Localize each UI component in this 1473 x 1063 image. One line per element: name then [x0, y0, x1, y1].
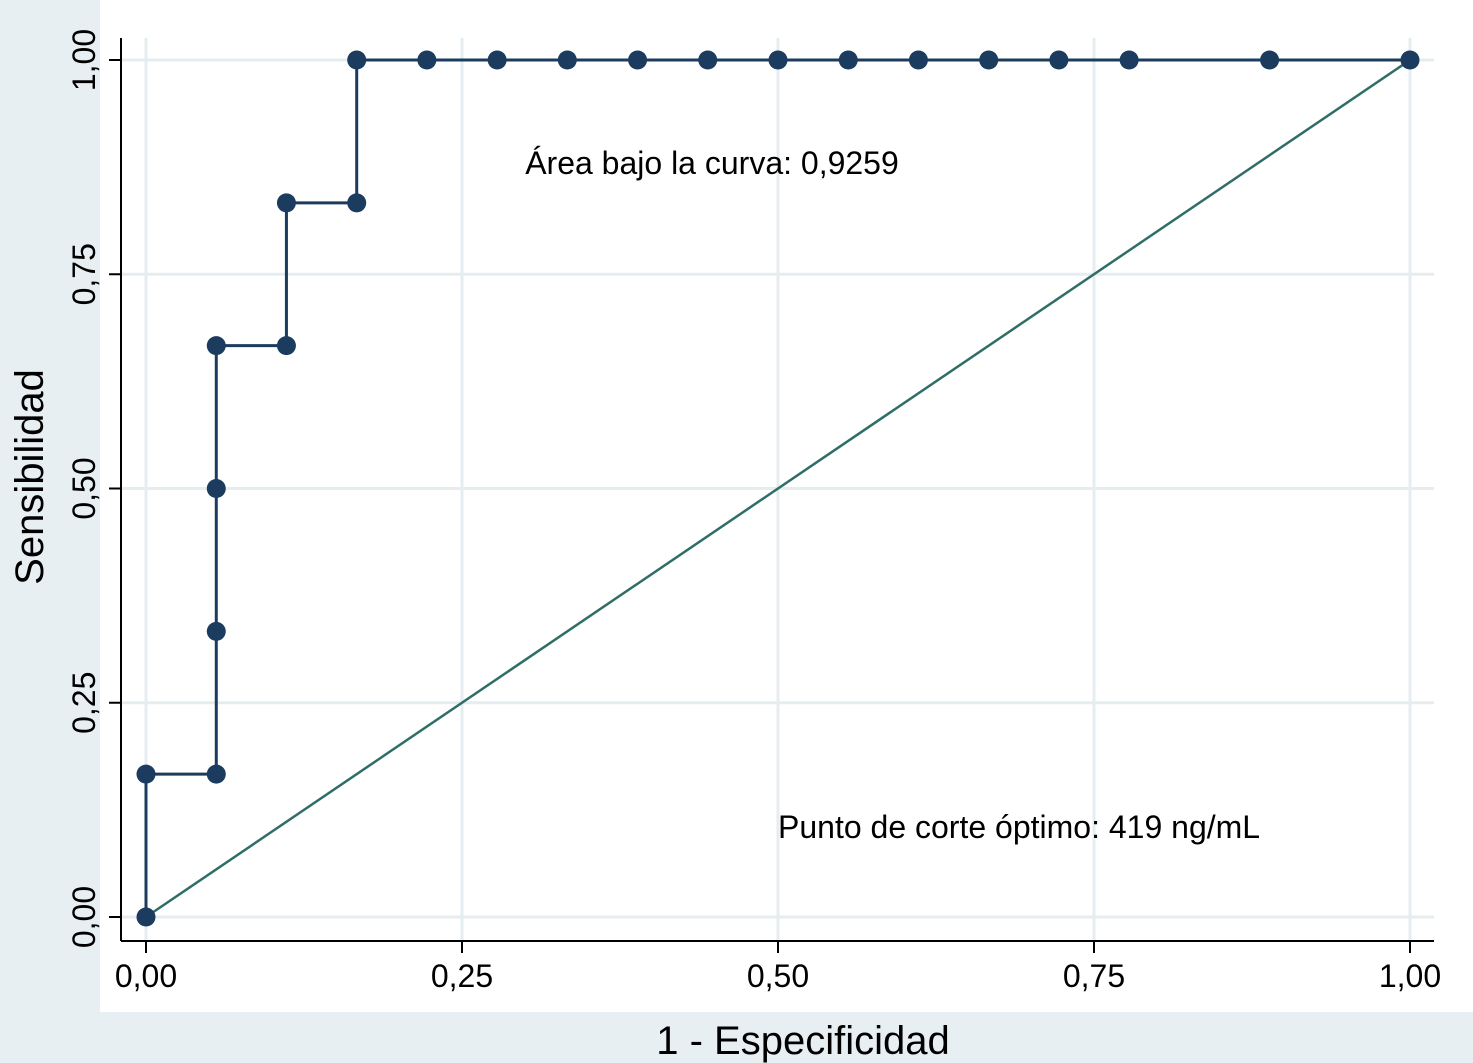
roc-point-8 [347, 193, 367, 213]
y-tick-label-0: 0,00 [66, 886, 102, 948]
roc-point-14 [698, 50, 718, 70]
x-tick-label-3: 0,75 [1063, 958, 1125, 994]
roc-point-10 [417, 50, 437, 70]
reference-line-layer [145, 58, 1411, 919]
roc-point-0 [136, 907, 156, 927]
annotation-auc: Área bajo la curva: 0,9259 [525, 145, 899, 181]
x-tick-label-0: 0,00 [115, 958, 177, 994]
y-tick-label-1: 0,25 [66, 672, 102, 734]
roc-point-3 [206, 621, 226, 641]
roc-point-22 [1400, 50, 1420, 70]
roc-point-21 [1260, 50, 1280, 70]
roc-point-20 [1119, 50, 1139, 70]
roc-point-15 [768, 50, 788, 70]
x-tick-label-4: 1,00 [1379, 958, 1441, 994]
roc-point-6 [276, 336, 296, 356]
roc-point-19 [1049, 50, 1069, 70]
y-tick-label-2: 0,50 [66, 457, 102, 519]
markers-layer [136, 50, 1420, 927]
plot-area [100, 0, 1473, 1012]
roc-point-1 [136, 764, 156, 784]
annotation-cutoff: Punto de corte óptimo: 419 ng/mL [778, 809, 1260, 845]
roc-point-13 [628, 50, 648, 70]
roc-point-2 [206, 764, 226, 784]
roc-point-17 [908, 50, 928, 70]
x-tick-label-2: 0,50 [747, 958, 809, 994]
tick-labels: 0,00 0,25 0,50 0,75 1,00 0,00 0,25 0,50 0,75 1,00 [66, 29, 1441, 994]
x-tick-label-1: 0,25 [431, 958, 493, 994]
y-tick-label-3: 0,75 [66, 243, 102, 305]
roc-point-16 [838, 50, 858, 70]
axes [109, 38, 1434, 953]
y-axis-label: Sensibilidad [8, 369, 52, 585]
roc-point-12 [557, 50, 577, 70]
roc-point-4 [206, 479, 226, 498]
reference-line [145, 58, 1411, 919]
x-axis-label: 1 - Especificidad [656, 1019, 949, 1063]
roc-point-11 [487, 50, 507, 70]
roc-point-5 [206, 336, 226, 356]
roc-point-18 [979, 50, 999, 70]
y-tick-label-4: 1,00 [66, 29, 102, 91]
roc-point-9 [347, 50, 367, 70]
roc-point-7 [276, 193, 296, 213]
